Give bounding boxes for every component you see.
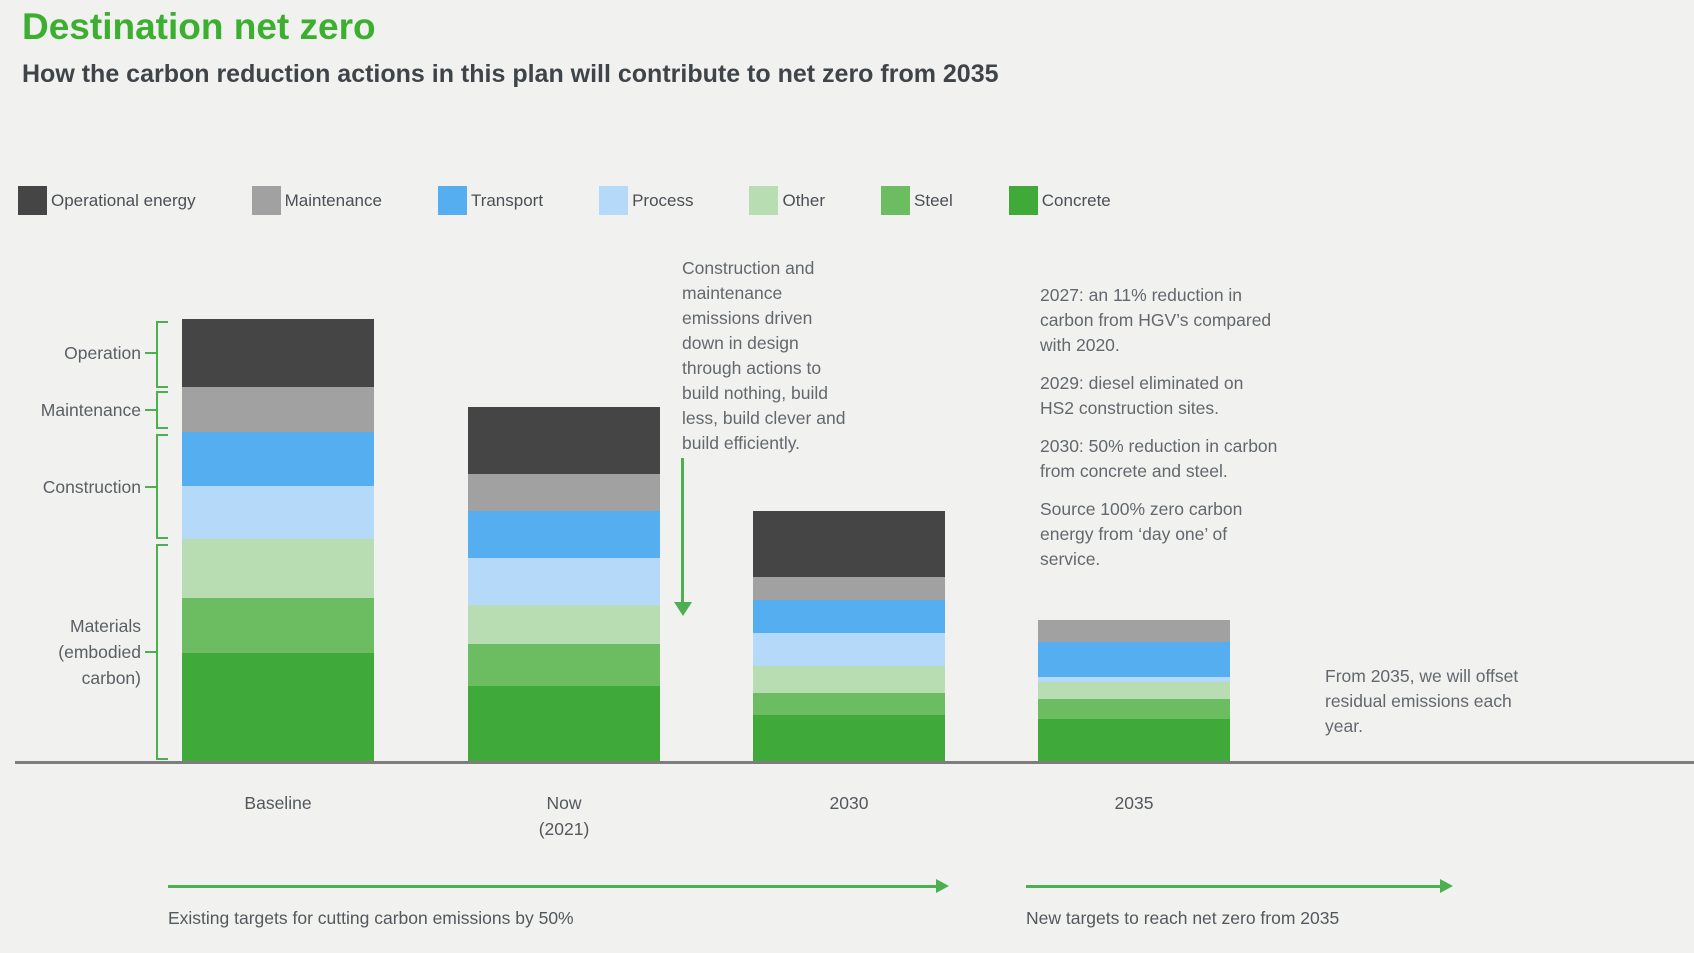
bracket-line	[156, 321, 158, 388]
legend-item-transport: Transport	[437, 186, 544, 215]
segment-maintenance	[468, 474, 660, 511]
new-targets-arrow	[1026, 885, 1440, 888]
legend-swatch-icon	[251, 186, 281, 215]
bracket-label-construction: Construction	[42, 477, 141, 497]
legend-item-other: Other	[749, 186, 825, 215]
legend-swatch-icon	[881, 186, 911, 215]
bracket-line	[145, 486, 156, 488]
segment-process	[468, 558, 660, 605]
segment-steel	[753, 693, 945, 715]
segment-transport	[1038, 642, 1230, 677]
bracket-label-operation: Operation	[64, 343, 141, 363]
bar-now-2021-	[468, 407, 660, 762]
legend-item-steel: Steel	[881, 186, 953, 215]
segment-operational-energy	[753, 511, 945, 577]
legend-item-concrete: Concrete	[1008, 186, 1111, 215]
down-arrow-icon	[681, 458, 684, 604]
legend-swatch-icon	[1008, 186, 1038, 215]
segment-operational-energy	[468, 407, 660, 474]
existing-targets-arrow	[168, 885, 936, 888]
legend-label: Other	[782, 190, 826, 210]
x-axis-line	[15, 761, 1694, 764]
bracket-line	[156, 391, 168, 393]
segment-maintenance	[1038, 620, 1230, 642]
page-title: Destination net zero	[22, 6, 376, 47]
segment-steel	[468, 644, 660, 686]
legend-item-maintenance: Maintenance	[251, 186, 382, 215]
bracket-label-maintenance: Maintenance	[40, 400, 141, 420]
segment-concrete	[753, 715, 945, 762]
bracket-line	[145, 352, 156, 354]
segment-transport	[182, 432, 374, 486]
bracket-line	[156, 434, 158, 539]
legend-label: Operational energy	[51, 190, 196, 210]
segment-other	[468, 605, 660, 644]
segment-steel	[1038, 699, 1230, 719]
segment-process	[753, 633, 945, 666]
milestone-2027: 2027: an 11% reduction in carbon from HG…	[1040, 285, 1272, 355]
legend-swatch-icon	[437, 186, 467, 215]
segment-process	[1038, 677, 1230, 682]
bracket-line	[156, 386, 168, 388]
bar-2030	[753, 511, 945, 762]
down-arrow-icon-head	[674, 602, 692, 616]
new-targets-arrow-head	[1440, 879, 1453, 893]
bracket-label-materials-embodied-carbon-: Materials (embodied carbon)	[58, 616, 141, 688]
legend-swatch-icon	[749, 186, 779, 215]
legend-swatch-icon	[18, 186, 47, 215]
milestone-zero-carbon-energy: Source 100% zero carbon energy from ‘day…	[1040, 499, 1243, 569]
segment-transport	[753, 600, 945, 633]
bracket-line	[156, 321, 168, 323]
segment-maintenance	[753, 577, 945, 600]
offset-annotation: From 2035, we will offset residual emiss…	[1325, 666, 1519, 736]
x-axis-label-now-2021-: Now (2021)	[538, 793, 590, 839]
legend-swatch-icon	[599, 186, 629, 215]
legend-label: Maintenance	[284, 190, 382, 210]
existing-targets-caption: Existing targets for cutting carbon emis…	[168, 908, 574, 928]
x-axis-label-baseline: Baseline	[244, 793, 312, 813]
bracket-line	[145, 409, 156, 411]
segment-transport	[468, 511, 660, 558]
bar-2035	[1038, 620, 1230, 762]
x-axis-label-2035: 2035	[1114, 793, 1154, 813]
bracket-line	[156, 544, 168, 546]
bracket-line	[156, 537, 168, 539]
segment-other	[753, 666, 945, 693]
page-subtitle: How the carbon reduction actions in this…	[22, 60, 999, 88]
legend-label: Transport	[470, 190, 544, 210]
milestone-2029: 2029: diesel eliminated on HS2 construct…	[1040, 373, 1244, 418]
milestone-2030: 2030: 50% reduction in carbon from concr…	[1040, 436, 1278, 481]
bracket-line	[156, 544, 158, 760]
existing-targets-arrow-head	[936, 879, 949, 893]
legend-label: Steel	[914, 190, 953, 210]
segment-concrete	[1038, 719, 1230, 762]
bracket-line	[156, 427, 168, 429]
bracket-line	[156, 434, 168, 436]
bracket-line	[156, 758, 168, 760]
milestones-annotation: 2027: an 11% reduction in carbon from HG…	[1040, 283, 1282, 585]
legend-label: Concrete	[1041, 190, 1111, 210]
chart-legend: Operational energy Maintenance Transport Pr…	[18, 186, 1111, 215]
bar-baseline	[182, 319, 374, 762]
segment-steel	[182, 598, 374, 653]
legend-label: Process	[632, 190, 694, 210]
segment-maintenance	[182, 387, 374, 432]
design-actions-annotation: Construction and maintenance emissions d…	[682, 258, 846, 453]
segment-other	[1038, 682, 1230, 699]
segment-concrete	[182, 653, 374, 762]
segment-process	[182, 486, 374, 539]
segment-concrete	[468, 686, 660, 762]
bracket-line	[156, 391, 158, 429]
segment-operational-energy	[182, 319, 374, 387]
segment-other	[182, 539, 374, 598]
new-targets-caption: New targets to reach net zero from 2035	[1026, 908, 1340, 928]
legend-item-operational-energy: Operational energy	[18, 186, 196, 215]
x-axis-label-2030: 2030	[829, 793, 869, 813]
bracket-line	[145, 651, 156, 653]
legend-item-process: Process	[599, 186, 693, 215]
